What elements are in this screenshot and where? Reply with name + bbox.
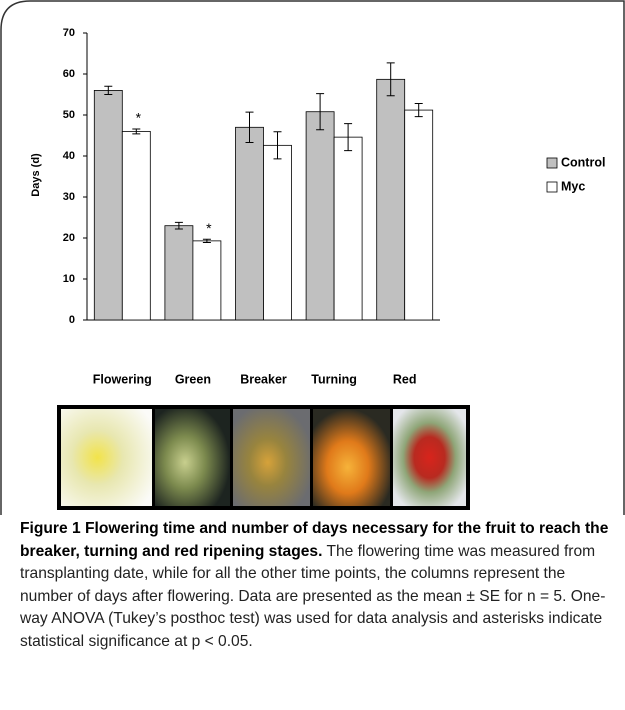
bar [376, 78, 406, 321]
bar [404, 109, 434, 321]
error-bar [386, 62, 395, 97]
x-tick-label: Red [393, 372, 417, 386]
bar [235, 126, 264, 321]
error-bar [132, 128, 141, 135]
legend-label: Myc [561, 179, 585, 193]
x-tick-label: Flowering [93, 372, 152, 386]
error-bar [414, 103, 423, 118]
caption: Figure 1 Flowering time and number of da… [20, 518, 615, 654]
error-bar [174, 221, 183, 230]
caption-title: Flowering time and number of days necess… [20, 520, 609, 560]
x-tick-label: Turning [311, 372, 357, 386]
y-tick-label: 0 [69, 314, 75, 326]
error-bar [344, 123, 353, 152]
legend-swatch [546, 157, 558, 169]
significance-marker: * [206, 220, 212, 236]
error-bar [104, 85, 113, 95]
legend-label: Control [561, 155, 605, 169]
y-tick-label: 20 [63, 232, 75, 244]
x-tick-label: Breaker [240, 372, 287, 386]
bar [192, 240, 222, 321]
x-tick-label: Green [175, 372, 211, 386]
bar [121, 130, 151, 321]
error-bar [202, 238, 211, 244]
y-tick-label: 30 [63, 191, 75, 203]
bar [164, 225, 194, 321]
bar [305, 111, 335, 321]
legend-swatch [546, 181, 558, 193]
y-tick-label: 50 [63, 109, 75, 121]
figure-border [0, 0, 625, 515]
error-bar [273, 131, 282, 160]
y-tick-label: 10 [63, 273, 75, 285]
y-tick-label: 60 [63, 68, 75, 80]
error-bar [316, 93, 325, 131]
figure: Days (d) 0 10 20 30 40 50 60 70 Flowering * Green *… [0, 0, 625, 515]
bar [333, 136, 363, 321]
bar [93, 90, 123, 321]
caption-text: The flowering time was measured from tra… [20, 542, 606, 650]
y-axis-label: Days (d) [30, 153, 42, 197]
error-bar [245, 111, 254, 143]
significance-marker: * [136, 110, 142, 126]
photo-strip [57, 405, 470, 510]
y-tick-label: 40 [63, 150, 75, 162]
y-tick-label: 70 [63, 27, 75, 39]
caption-label: Figure 1 [20, 520, 81, 537]
bar [263, 144, 292, 321]
